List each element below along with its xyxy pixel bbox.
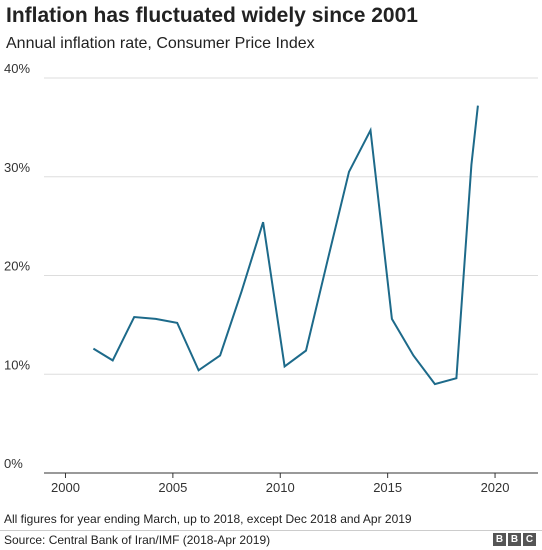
- x-tick-label: 2020: [481, 480, 510, 495]
- series-layer: [92, 105, 479, 386]
- x-ticks: 2000 2005 2010 2015 2020: [51, 473, 510, 495]
- logo-letter: C: [523, 533, 536, 546]
- y-tick-labels: 0% 10% 20% 30% 40%: [4, 61, 30, 471]
- footer-divider: [0, 530, 542, 531]
- line-chart: 0% 10% 20% 30% 40% 2000 2005 2010 2015 2020: [4, 61, 538, 495]
- x-tick-label: 2000: [51, 480, 80, 495]
- bbc-logo: B B C: [493, 533, 536, 546]
- x-tick-label: 2015: [373, 480, 402, 495]
- source-text: Source: Central Bank of Iran/IMF (2018-A…: [4, 533, 271, 547]
- y-tick-label: 20%: [4, 259, 30, 274]
- y-tick-label: 10%: [4, 357, 30, 372]
- chart-subtitle: Annual inflation rate, Consumer Price In…: [6, 35, 315, 52]
- footnote: All figures for year ending March, up to…: [4, 512, 412, 526]
- x-tick-label: 2010: [266, 480, 295, 495]
- logo-letter: B: [493, 533, 506, 546]
- y-tick-label: 0%: [4, 456, 23, 471]
- chart-title: Inflation has fluctuated widely since 20…: [6, 4, 418, 27]
- logo-letter: B: [508, 533, 521, 546]
- x-tick-label: 2005: [158, 480, 187, 495]
- y-tick-label: 40%: [4, 61, 30, 76]
- y-tick-label: 30%: [4, 160, 30, 175]
- grid-lines: [44, 77, 538, 474]
- series-line-inflation: [92, 105, 479, 386]
